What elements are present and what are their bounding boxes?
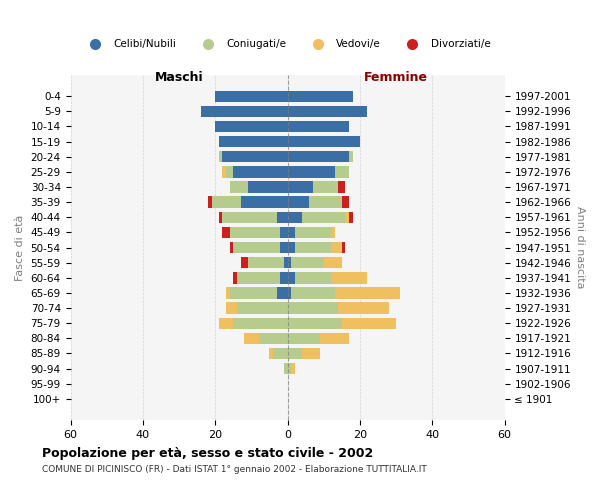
Bar	[259, 332, 287, 344]
Bar	[201, 106, 287, 117]
Bar	[287, 196, 309, 208]
Bar	[287, 257, 291, 268]
Bar	[237, 302, 287, 314]
Bar	[233, 166, 287, 177]
Bar	[287, 332, 320, 344]
Bar	[287, 272, 295, 283]
Bar	[331, 272, 367, 283]
Text: Popolazione per età, sesso e stato civile - 2002: Popolazione per età, sesso e stato civil…	[42, 448, 373, 460]
Bar	[287, 166, 335, 177]
Bar	[287, 348, 302, 359]
Bar	[331, 242, 342, 253]
Bar	[342, 196, 349, 208]
Bar	[302, 348, 320, 359]
Bar	[291, 288, 335, 298]
Bar	[219, 136, 287, 147]
Bar	[223, 151, 287, 162]
Bar	[284, 257, 287, 268]
Bar	[223, 212, 277, 223]
Bar	[269, 348, 273, 359]
Bar	[349, 212, 353, 223]
Bar	[287, 227, 295, 238]
Bar	[212, 196, 241, 208]
Bar	[287, 151, 349, 162]
Bar	[233, 272, 237, 283]
Bar	[295, 227, 331, 238]
Bar	[244, 332, 259, 344]
Bar	[331, 227, 335, 238]
Bar	[226, 288, 230, 298]
Bar	[342, 242, 346, 253]
Bar	[219, 151, 223, 162]
Bar	[287, 242, 295, 253]
Bar	[230, 242, 233, 253]
Bar	[277, 212, 287, 223]
Bar	[349, 151, 353, 162]
Bar	[226, 166, 233, 177]
Bar	[291, 363, 295, 374]
Bar	[248, 182, 287, 192]
Bar	[233, 318, 287, 329]
Bar	[287, 212, 302, 223]
Bar	[346, 212, 349, 223]
Bar	[226, 302, 237, 314]
Bar	[230, 227, 280, 238]
Bar	[295, 272, 331, 283]
Bar	[273, 348, 287, 359]
Text: Maschi: Maschi	[155, 71, 203, 84]
Bar	[277, 288, 287, 298]
Y-axis label: Anni di nascita: Anni di nascita	[575, 206, 585, 289]
Bar	[324, 257, 342, 268]
Bar	[320, 332, 349, 344]
Bar	[219, 212, 223, 223]
Bar	[215, 90, 287, 102]
Bar	[287, 302, 338, 314]
Bar	[302, 212, 346, 223]
Bar	[219, 318, 233, 329]
Bar	[230, 288, 277, 298]
Bar	[335, 288, 400, 298]
Bar	[338, 302, 389, 314]
Bar	[291, 257, 324, 268]
Bar	[287, 90, 353, 102]
Bar	[338, 182, 346, 192]
Bar	[287, 106, 367, 117]
Legend: Celibi/Nubili, Coniugati/e, Vedovi/e, Divorziati/e: Celibi/Nubili, Coniugati/e, Vedovi/e, Di…	[80, 35, 495, 54]
Bar	[287, 288, 291, 298]
Text: Femmine: Femmine	[364, 71, 428, 84]
Bar	[287, 363, 291, 374]
Bar	[287, 318, 342, 329]
Bar	[342, 318, 396, 329]
Bar	[313, 182, 338, 192]
Bar	[309, 196, 342, 208]
Bar	[241, 257, 248, 268]
Bar	[248, 257, 284, 268]
Bar	[287, 121, 349, 132]
Bar	[280, 242, 287, 253]
Bar	[233, 242, 280, 253]
Y-axis label: Fasce di età: Fasce di età	[15, 214, 25, 280]
Bar	[223, 166, 226, 177]
Bar	[208, 196, 212, 208]
Bar	[280, 227, 287, 238]
Text: COMUNE DI PICINISCO (FR) - Dati ISTAT 1° gennaio 2002 - Elaborazione TUTTITALIA.: COMUNE DI PICINISCO (FR) - Dati ISTAT 1°…	[42, 466, 427, 474]
Bar	[287, 136, 360, 147]
Bar	[230, 182, 248, 192]
Bar	[237, 272, 280, 283]
Bar	[280, 272, 287, 283]
Bar	[284, 363, 287, 374]
Bar	[287, 182, 313, 192]
Bar	[241, 196, 287, 208]
Bar	[295, 242, 331, 253]
Bar	[215, 121, 287, 132]
Bar	[335, 166, 349, 177]
Bar	[223, 227, 230, 238]
